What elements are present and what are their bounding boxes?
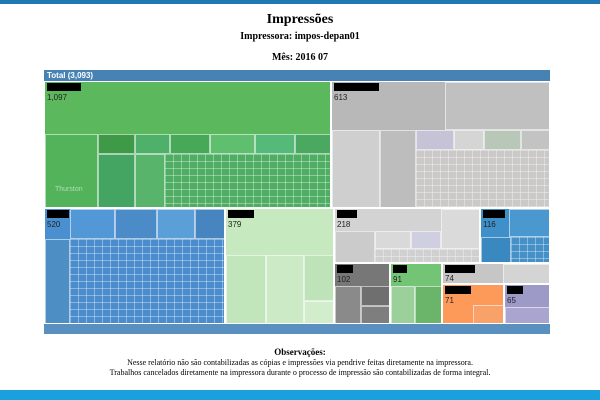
treemap-cell[interactable] <box>391 286 415 323</box>
treemap-cell[interactable] <box>335 231 375 262</box>
treemap-cell[interactable] <box>210 134 255 154</box>
treemap-cell[interactable] <box>445 82 549 130</box>
notes-title: Observações: <box>274 347 326 357</box>
treemap-cell[interactable] <box>304 301 333 323</box>
treemap-cell[interactable] <box>416 130 454 150</box>
block-value: 379 <box>228 220 242 229</box>
notes-line-1: Nesse relatório não são contabilizadas a… <box>127 358 473 367</box>
treemap-block-purple[interactable]: 65 <box>504 284 550 324</box>
treemap-cell[interactable] <box>454 130 484 150</box>
block-value: 102 <box>337 275 351 284</box>
treemap-cell[interactable] <box>411 231 441 249</box>
block-value: 65 <box>507 296 516 305</box>
block-value: 116 <box>483 220 496 229</box>
redacted-label <box>483 210 505 218</box>
treemap-cell[interactable] <box>473 305 503 323</box>
redacted-label <box>445 286 471 294</box>
treemap-cell-grid <box>375 249 479 262</box>
block-value: 218 <box>337 220 351 229</box>
treemap-cell[interactable] <box>361 286 389 306</box>
treemap-block-blue[interactable]: 520 <box>44 208 225 324</box>
redacted-label <box>228 210 254 218</box>
treemap-cell[interactable] <box>441 209 479 249</box>
treemap-cell[interactable] <box>98 154 135 207</box>
redacted-label <box>337 210 357 218</box>
treemap-block-gray[interactable]: 613 <box>331 81 550 208</box>
treemap-cell[interactable] <box>380 130 416 207</box>
treemap-cell[interactable] <box>415 286 441 323</box>
treemap-block-green[interactable]: 1,097 Thurston <box>44 81 331 208</box>
treemap-footer-bar <box>44 324 550 334</box>
treemap-block-darkgray[interactable]: 102 <box>334 263 390 324</box>
treemap-cell[interactable] <box>295 134 330 154</box>
treemap-cell[interactable] <box>304 255 333 301</box>
treemap-cell[interactable] <box>170 134 210 154</box>
notes-line-2: Trabalhos cancelados diretamente na impr… <box>109 368 491 377</box>
page-title: Impressões <box>266 12 334 27</box>
block-value: 1,097 <box>47 93 68 102</box>
treemap-cell-grid <box>70 239 224 323</box>
redacted-label <box>445 265 475 273</box>
treemap-block-lightgreen[interactable]: 379 <box>225 208 334 324</box>
redacted-label <box>393 265 407 273</box>
treemap-cell[interactable] <box>226 255 266 323</box>
treemap-cell-grid <box>165 154 330 207</box>
redacted-label <box>337 265 353 273</box>
treemap-cell-grid <box>416 150 549 207</box>
redacted-label <box>47 210 69 218</box>
treemap-cell[interactable] <box>521 130 549 150</box>
treemap-cell[interactable] <box>484 130 521 150</box>
treemap-cell[interactable] <box>45 239 70 323</box>
printer-label: Impressora: impos-depan01 <box>240 31 360 42</box>
treemap-cell[interactable] <box>509 209 549 237</box>
treemap-cell[interactable] <box>481 237 511 262</box>
treemap-cell[interactable] <box>375 231 411 249</box>
block-value: 91 <box>393 275 402 284</box>
top-accent-bar <box>0 0 600 4</box>
treemap-cell[interactable] <box>135 154 165 207</box>
redacted-label <box>334 83 379 91</box>
treemap-cell[interactable] <box>135 134 170 154</box>
treemap-cell[interactable] <box>45 134 98 207</box>
block-value: 71 <box>445 296 454 305</box>
redacted-label <box>47 83 81 91</box>
treemap-block-silver[interactable]: 74 <box>442 263 550 284</box>
redacted-label <box>507 286 523 294</box>
treemap-cell[interactable] <box>361 306 389 323</box>
treemap-cell[interactable] <box>70 209 115 239</box>
block-value: 74 <box>445 274 454 283</box>
treemap-cell[interactable] <box>195 209 224 239</box>
treemap-cell[interactable] <box>335 286 361 323</box>
treemap-cell[interactable] <box>505 307 549 323</box>
treemap-cell[interactable] <box>98 134 135 154</box>
treemap: Total (3,093) 1,097 Thurston 613 <box>44 70 550 334</box>
month-label: Mês: 2016 07 <box>271 52 329 63</box>
treemap-cell[interactable] <box>255 134 295 154</box>
treemap-cell[interactable] <box>115 209 157 239</box>
treemap-cell[interactable] <box>332 130 380 207</box>
block-value: 520 <box>47 220 61 229</box>
treemap-cell-grid <box>511 237 549 262</box>
treemap-root-label[interactable]: Total (3,093) <box>44 70 550 81</box>
treemap-block-mint[interactable]: 91 <box>390 263 442 324</box>
treemap-block-teal[interactable]: 116 <box>480 208 550 263</box>
block-value: 613 <box>334 93 348 102</box>
block-inner-label: Thurston <box>55 186 83 193</box>
treemap-cell[interactable] <box>503 264 549 283</box>
treemap-block-lightgray[interactable]: 218 <box>334 208 480 263</box>
bottom-accent-bar <box>0 390 600 400</box>
treemap-cell[interactable] <box>157 209 195 239</box>
treemap-block-orange[interactable]: 71 <box>442 284 504 324</box>
treemap-cell[interactable] <box>266 255 304 323</box>
